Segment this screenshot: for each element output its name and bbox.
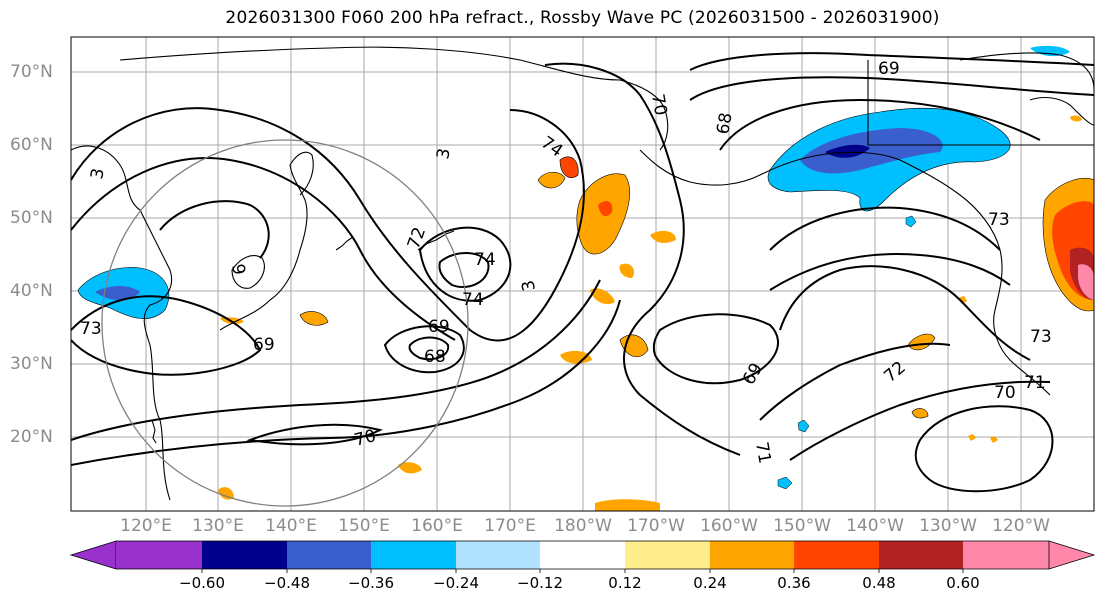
- lon-label: 150°E: [338, 516, 390, 536]
- contour-label: 70: [647, 92, 670, 117]
- colorbar-tick-label: 0.12: [608, 574, 642, 592]
- contour-label: 68: [713, 111, 736, 136]
- lat-label-40n: 40°N: [10, 281, 53, 301]
- colorbar-tick-label: −0.24: [433, 574, 479, 592]
- colorbar-segment: [69, 540, 117, 570]
- colorbar-segment: [540, 541, 625, 569]
- colorbar-tick-label: −0.60: [179, 574, 225, 592]
- contour-label: 73: [1030, 327, 1052, 347]
- lat-label-70n: 70°N: [10, 62, 53, 82]
- lon-label: 120°W: [992, 516, 1050, 536]
- contour-label: 68: [424, 347, 446, 367]
- colorbar-tick-label: −0.48: [264, 574, 310, 592]
- lon-label: 170°W: [627, 516, 685, 536]
- colorbar-tick-label: 0.24: [693, 574, 727, 592]
- contour-label: 73: [80, 319, 102, 339]
- colorbar-tick-label: −0.12: [517, 574, 563, 592]
- colorbar-segment: [116, 541, 202, 569]
- colorbar-segment: [371, 541, 456, 569]
- contour-label: 9: [227, 262, 249, 276]
- contour-label: 71: [1024, 373, 1046, 393]
- colorbar-segment: [963, 541, 1049, 569]
- lon-label: 150°W: [773, 516, 831, 536]
- contour-label: 74: [462, 290, 484, 310]
- highlight-circle: [101, 139, 469, 507]
- contour-label: 73: [988, 210, 1010, 230]
- colorbar-tick-label: 0.48: [862, 574, 896, 592]
- positive-anomaly-shading: [218, 115, 1094, 511]
- lon-label: 160°E: [411, 516, 463, 536]
- lat-label-50n: 50°N: [10, 208, 53, 228]
- contour-label: 74: [474, 250, 496, 270]
- colorbar-segment: [879, 541, 963, 569]
- colorbar-tick-label: 0.60: [946, 574, 980, 592]
- contour-label: 71: [751, 440, 774, 465]
- colorbar-segment: [794, 541, 879, 569]
- contour-labels: 69 70 68 74 72 74 74 3 9 69 68 73 69 70 …: [80, 59, 1052, 465]
- negative-anomaly-shading: [77, 45, 1070, 490]
- lon-label: 140°W: [846, 516, 904, 536]
- contour-label: 69: [253, 335, 275, 355]
- plot-frame: [70, 36, 1095, 512]
- lat-label-30n: 30°N: [10, 354, 53, 374]
- contour-label: 3: [433, 147, 455, 161]
- colorbar-segment: [1048, 540, 1096, 570]
- lon-label: 130°W: [919, 516, 977, 536]
- contour-label: 70: [994, 383, 1016, 403]
- contour-label: 69: [878, 59, 900, 79]
- colorbar-segment: [625, 541, 710, 569]
- colorbar-tick-label: −0.36: [348, 574, 394, 592]
- lat-label-20n: 20°N: [10, 427, 53, 447]
- lon-label: 130°E: [192, 516, 244, 536]
- colorbar-segment: [202, 541, 287, 569]
- lat-label-60n: 60°N: [10, 135, 53, 155]
- contour-label: 3: [518, 278, 540, 292]
- colorbar-tick-label: 0.36: [777, 574, 811, 592]
- contour-label: 69: [428, 317, 450, 337]
- colorbar: [69, 540, 1096, 573]
- lon-label: 120°E: [120, 516, 172, 536]
- colorbar-segment: [287, 541, 371, 569]
- lon-label: 170°E: [484, 516, 536, 536]
- contour-label: 3: [87, 167, 109, 181]
- lon-label: 180°W: [554, 516, 612, 536]
- colorbar-segment: [456, 541, 540, 569]
- map-title: 2026031300 F060 200 hPa refract., Rossby…: [225, 8, 940, 28]
- lon-label: 160°W: [700, 516, 758, 536]
- colorbar-segment: [710, 541, 794, 569]
- lon-label: 140°E: [265, 516, 317, 536]
- refractivity-contours: [71, 52, 1094, 493]
